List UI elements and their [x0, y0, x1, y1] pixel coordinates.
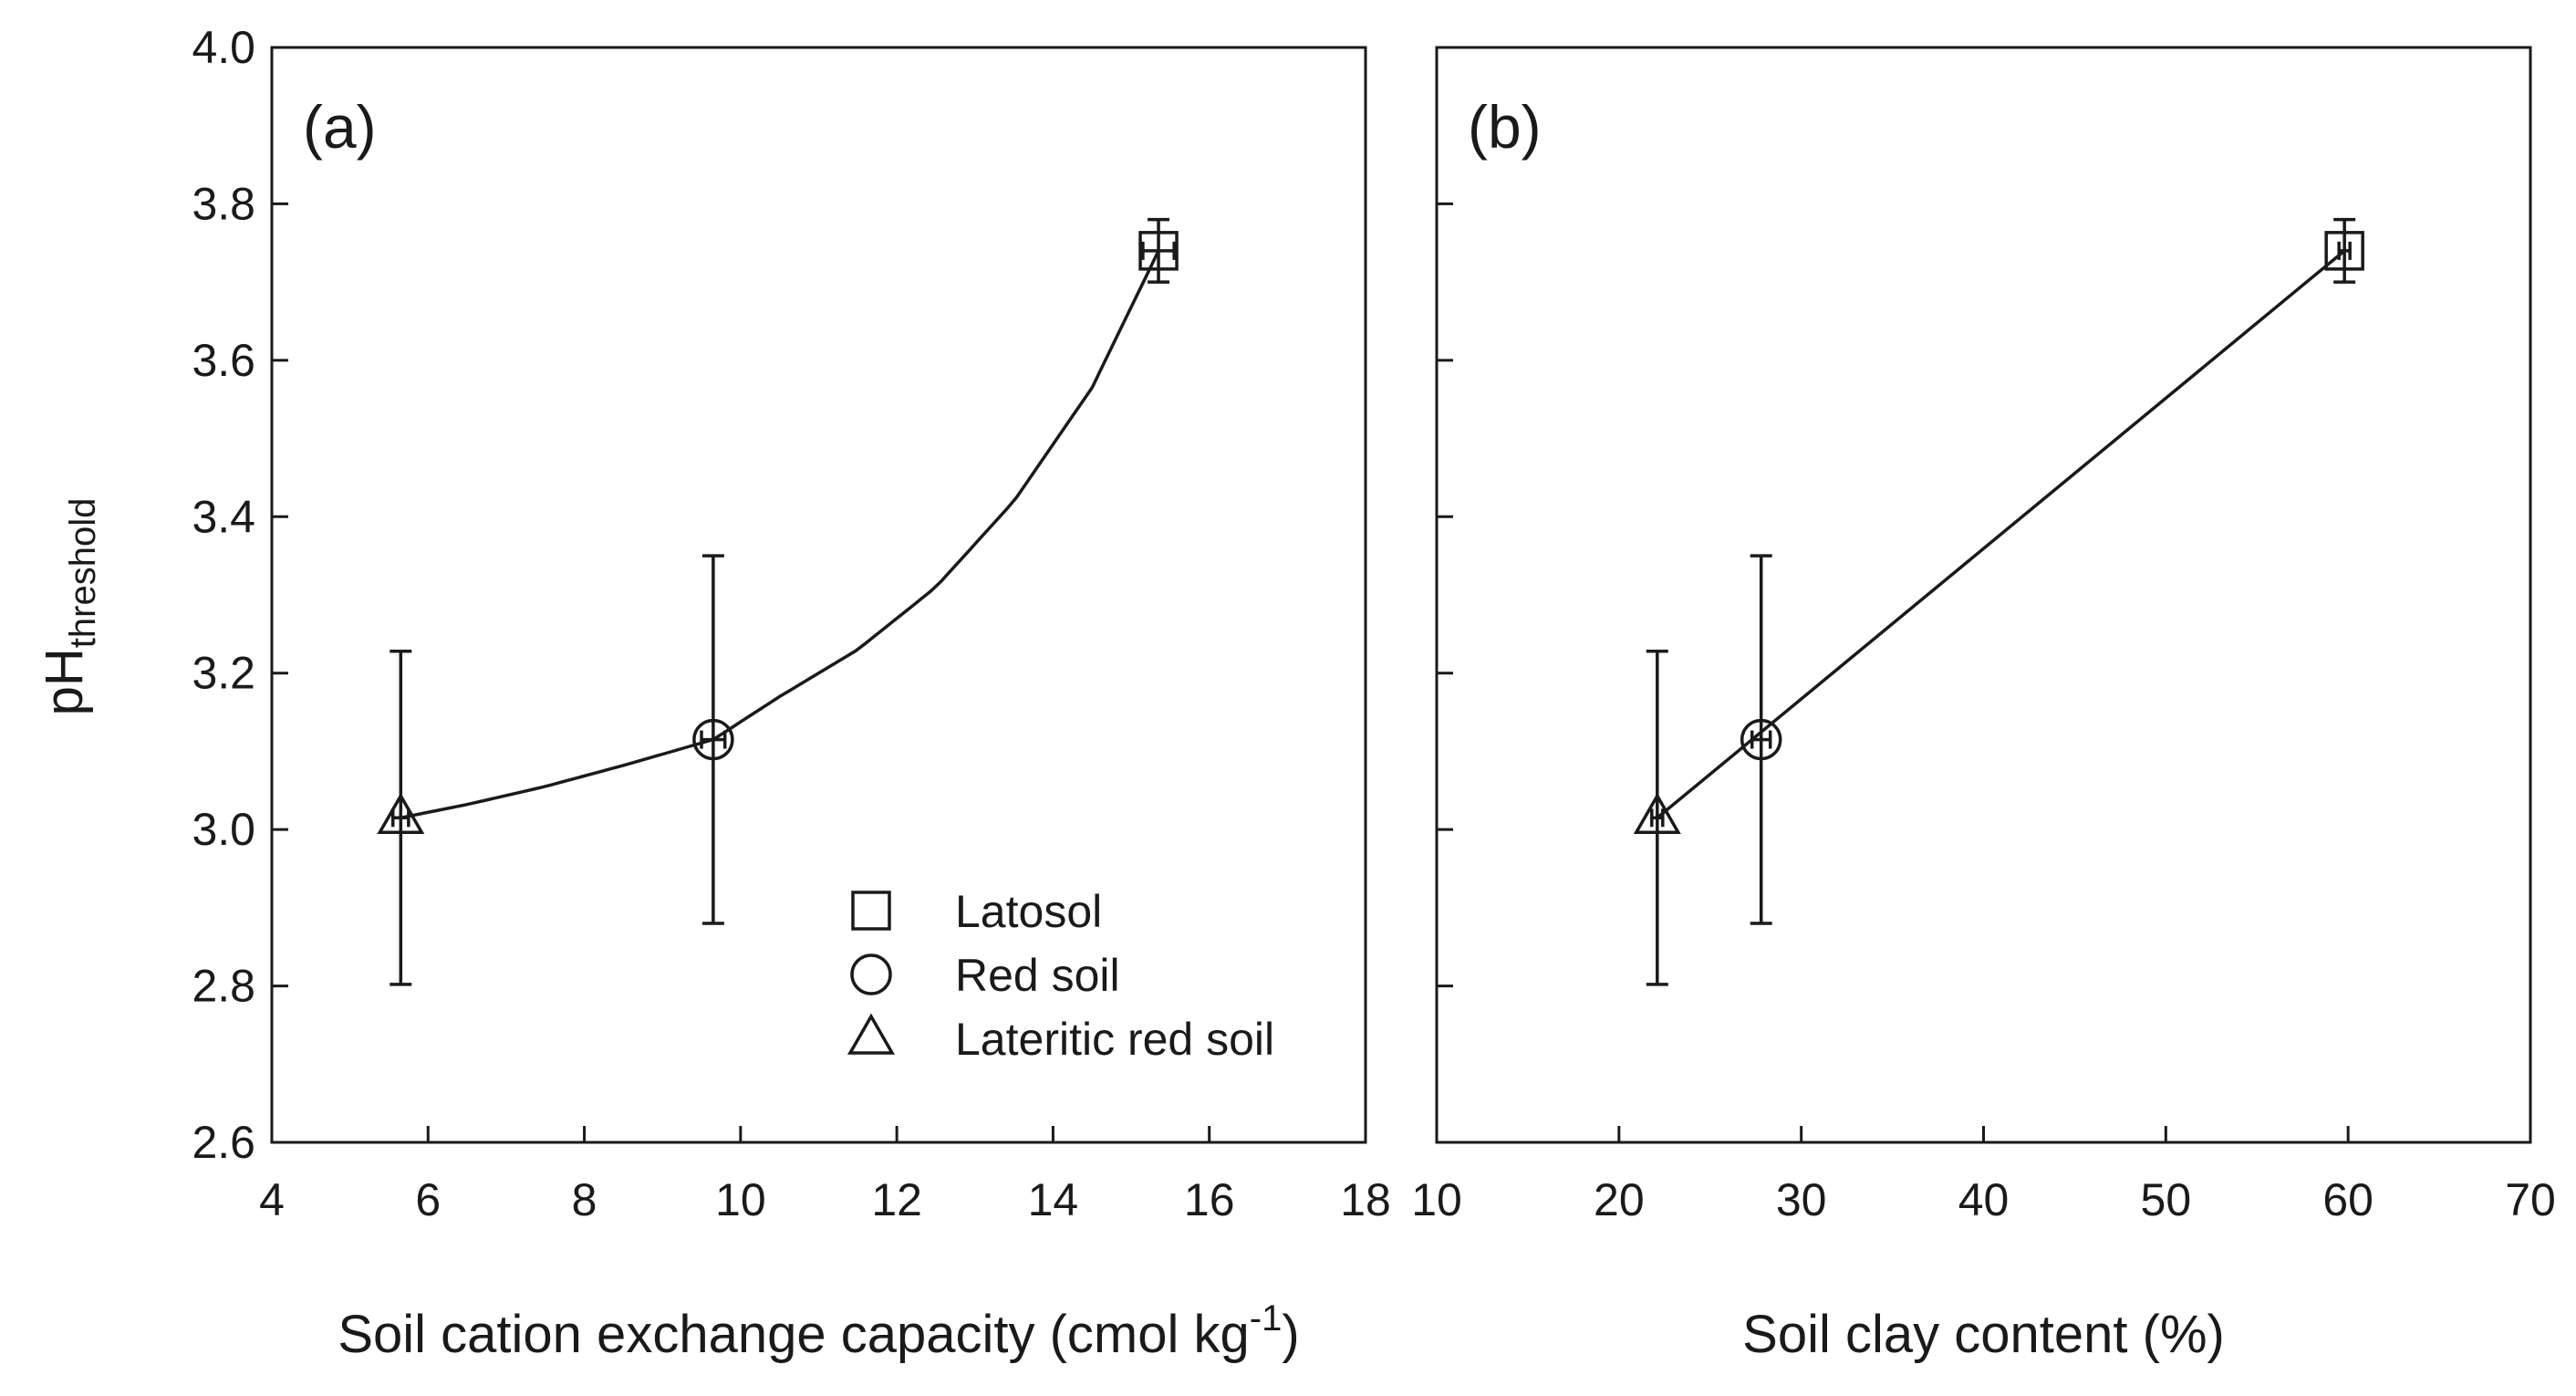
x-axis-title-text: Soil clay content (%)	[1742, 1305, 2225, 1364]
y-axis-title: pHthreshold	[35, 498, 103, 716]
legend-label: Red soil	[955, 950, 1120, 1001]
legend-marker-circle	[850, 953, 892, 995]
x-tick-label: 4	[259, 1174, 285, 1225]
x-axis-title-suffix: )	[1282, 1305, 1299, 1364]
fit-line	[400, 250, 1160, 820]
x-tick-label: 12	[871, 1174, 922, 1225]
x-tick-label: 70	[2505, 1174, 2556, 1225]
y-tick-label: 3.6	[192, 335, 255, 386]
x-tick-label: 10	[715, 1174, 766, 1225]
data-point-circle	[1740, 718, 1782, 761]
legend: Latosol Red soil Lateritic red soil	[847, 886, 1274, 1065]
data-point-square	[2324, 231, 2364, 271]
x-tick-label: 16	[1184, 1174, 1235, 1225]
x-tick-label: 10	[1411, 1174, 1462, 1225]
data-point-square	[1138, 231, 1179, 271]
data-point-triangle	[377, 792, 425, 835]
x-axis-title: Soil cation exchange capacity (cmol kg-1…	[338, 1298, 1299, 1364]
y-tick-label: 2.8	[192, 961, 255, 1012]
panel-a: 2.6 2.8 3.0 3.2 3.4 3.6 3.8 4.0 4 6 8 10 12 14 16 18 (a)…	[192, 22, 1390, 1364]
y-axis-title-subscript: threshold	[63, 498, 103, 649]
x-axis-title-text: Soil cation exchange capacity (cmol kg	[338, 1305, 1249, 1364]
plot-frame	[270, 46, 1367, 1144]
x-tick-label: 50	[2141, 1174, 2192, 1225]
y-tick-label: 3.0	[192, 804, 255, 855]
y-tick-label: 4.0	[192, 22, 255, 73]
legend-label: Latosol	[955, 886, 1102, 937]
legend-marker-square	[851, 891, 891, 931]
x-tick-label: 40	[1958, 1174, 2010, 1225]
data-point-triangle	[1633, 792, 1681, 835]
x-tick-label: 18	[1340, 1174, 1391, 1225]
legend-label: Lateritic red soil	[955, 1014, 1274, 1065]
y-tick-label: 3.8	[192, 178, 255, 229]
x-tick-label: 8	[572, 1174, 597, 1225]
legend-marker-triangle	[847, 1013, 896, 1055]
x-tick-label: 14	[1028, 1174, 1079, 1225]
y-tick-label: 3.4	[192, 491, 255, 542]
y-tick-label: 2.6	[192, 1117, 255, 1168]
panel-label: (a)	[303, 93, 377, 161]
y-tick-label: 3.2	[192, 648, 255, 699]
data-point-circle	[692, 718, 734, 761]
x-tick-label: 30	[1776, 1174, 1827, 1225]
x-tick-label: 20	[1594, 1174, 1645, 1225]
x-axis-title-superscript: -1	[1250, 1298, 1283, 1339]
panel-b: 10 20 30 40 50 60 70 (b) Soil clay content (%)	[1411, 46, 2556, 1364]
x-axis-title: Soil clay content (%)	[1742, 1305, 2225, 1364]
plot-frame	[1435, 46, 2532, 1144]
panel-label: (b)	[1468, 93, 1542, 161]
y-axis-title-main: pH	[35, 648, 94, 715]
x-tick-label: 60	[2322, 1174, 2373, 1225]
x-tick-label: 6	[415, 1174, 441, 1225]
